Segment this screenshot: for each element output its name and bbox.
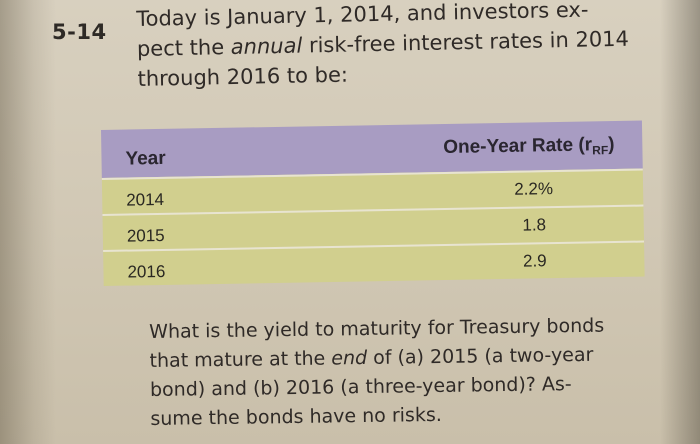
question-line-2-start: that mature at the: [149, 347, 332, 372]
question-line-4: sume the bonds have no risks.: [150, 403, 442, 430]
rates-table: Year One-Year Rate (rRF) 2014 2.2% 2015 …: [101, 120, 645, 286]
header-rate-subscript: RF: [592, 142, 609, 157]
problem-number: 5-14: [52, 20, 107, 44]
intro-line-2-start: pect the: [136, 35, 232, 61]
row-rate: 1.8: [522, 215, 547, 235]
header-year: Year: [125, 147, 166, 170]
problem-intro: Today is January 1, 2014, and investors …: [136, 0, 658, 94]
question-emphasis-end: end: [331, 346, 368, 370]
row-rate: 2.2%: [514, 179, 554, 199]
page-edge-shadow: [660, 0, 700, 444]
row-year: 2014: [126, 189, 165, 210]
header-rate: One-Year Rate (rRF): [415, 133, 642, 160]
intro-emphasis-annual: annual: [230, 33, 303, 60]
row-rate: 2.9: [522, 251, 547, 271]
header-rate-close: ): [607, 133, 615, 155]
row-year: 2015: [126, 225, 165, 246]
row-year: 2016: [127, 261, 166, 282]
question-line-2-rest: of (a) 2015 (a two-year: [366, 343, 594, 369]
header-rate-main: One-Year Rate (r: [443, 133, 593, 158]
problem-question: What is the yield to maturity for Treasu…: [149, 311, 661, 434]
page-gutter-shadow: [0, 0, 56, 444]
intro-line-2-rest: risk-free interest rates in 2014: [302, 26, 630, 58]
